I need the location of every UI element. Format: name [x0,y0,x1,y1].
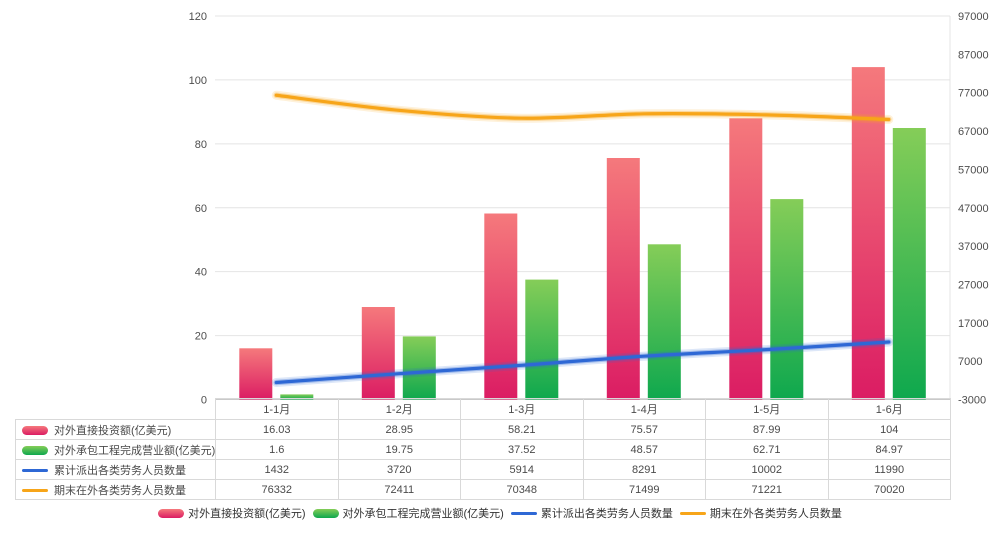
table-cell: 70020 [827,479,951,500]
series-label: 累计派出各类劳务人员数量 [54,464,186,477]
legend-label: 累计派出各类劳务人员数量 [540,508,673,520]
bar-outbound-direct-investment[interactable] [361,307,395,400]
legend-label: 对外直接投资额(亿美元) [188,508,306,520]
right-axis-tick-label: 77000 [958,88,989,100]
chart-data-table: 1-1月 1-2月 1-3月 1-4月 1-5月 1-6月对外直接投资额(亿美元) 16.0… [15,398,951,500]
legend-label: 期末在外各类劳务人员数量 [709,508,842,520]
bar-contracted-projects-revenue[interactable] [892,128,926,400]
combo-chart: 0 20 40 60 80 100 120 -3000 7000 17000 27000 37000 4… [189,11,989,407]
left-axis-tick-label: 100 [189,75,207,87]
legend-swatch-outbound-direct-investment [22,425,48,435]
table-cell: 87.99 [705,419,829,440]
table-month-header: 1-4月 [582,398,706,420]
legend-swatch-workers-abroad-period-end [679,511,706,515]
table-cell: 10002 [705,459,829,480]
series-label: 期末在外各类劳务人员数量 [54,484,186,497]
table-cell: 71221 [705,479,829,500]
table-cell: 5914 [460,459,584,480]
table-month-row: 1-1月 1-2月 1-3月 1-4月 1-5月 1-6月 [16,398,951,420]
left-axis-tick-label: 0 [201,395,207,407]
table-cell: 37.52 [460,439,584,460]
right-axis-tick-label: -3000 [958,395,986,407]
table-row: 对外承包工程完成营业额(亿美元) 1.6 19.75 37.52 48.57 62.71 8… [15,439,951,460]
table-cell: 28.95 [337,419,461,440]
legend-swatch-workers-abroad-period-end [22,488,48,492]
right-axis-tick-label: 37000 [958,241,989,253]
table-cell: 71499 [582,479,706,500]
series-label: 对外承包工程完成营业额(亿美元) [54,444,216,457]
right-axis-tick-label: 47000 [958,203,989,215]
table-cell: 104 [827,419,951,440]
table-month-header: 1-2月 [337,398,461,420]
legend-label: 对外承包工程完成营业额(亿美元) [342,508,504,520]
line-cumulative-dispatched-workers[interactable] [274,340,891,385]
bar-contracted-projects-revenue[interactable] [280,394,314,400]
right-axis-tick-label: 87000 [958,49,989,61]
bar-contracted-projects-revenue[interactable] [525,279,559,400]
legend-item-contracted-projects-revenue[interactable]: 对外承包工程完成营业额(亿美元) [312,505,504,521]
line-workers-abroad-period-end[interactable] [274,93,891,122]
table-month-header: 1-5月 [705,398,829,420]
table-cell: 62.71 [705,439,829,460]
table-cell: 3720 [337,459,461,480]
legend-swatch-contracted-projects-revenue [22,445,48,455]
legend-swatch-contracted-projects-revenue [312,508,339,518]
right-axis-tick-label: 57000 [958,164,989,176]
table-cell: 70348 [460,479,584,500]
table-month-header: 1-6月 [827,398,951,420]
bar-outbound-direct-investment[interactable] [729,118,763,400]
table-row: 累计派出各类劳务人员数量 1432 3720 5914 8291 10002 11990 [15,459,951,480]
table-row-header-cumulative-dispatched-workers: 累计派出各类劳务人员数量 [15,459,216,480]
table-blank-cell [16,399,216,420]
table-cell: 19.75 [337,439,461,460]
right-axis-tick-label: 67000 [958,126,989,138]
left-axis-tick-label: 40 [195,267,207,279]
chart-legend: 对外直接投资额(亿美元) 对外承包工程完成营业额(亿美元) 累计派出各类劳务人员数量… [0,505,1000,521]
table-cell: 75.57 [582,419,706,440]
table-cell: 11990 [827,459,951,480]
legend-item-workers-abroad-period-end[interactable]: 期末在外各类劳务人员数量 [679,505,842,521]
legend-swatch-cumulative-dispatched-workers [510,511,537,515]
left-axis-tick-label: 60 [195,203,207,215]
left-axis-tick-label: 80 [195,139,207,151]
table-cell: 48.57 [582,439,706,460]
table-row-header-workers-abroad-period-end: 期末在外各类劳务人员数量 [15,479,216,500]
table-month-header: 1-3月 [460,398,584,420]
legend-swatch-cumulative-dispatched-workers [22,468,48,472]
left-axis-tick-label: 20 [195,331,207,343]
series-label: 对外直接投资额(亿美元) [54,424,172,437]
bar-contracted-projects-revenue[interactable] [402,336,436,400]
left-axis-tick-label: 120 [189,11,207,23]
table-cell: 1432 [215,459,339,480]
bar-outbound-direct-investment[interactable] [606,158,640,400]
right-axis-tick-label: 27000 [958,279,989,291]
table-row: 对外直接投资额(亿美元) 16.03 28.95 58.21 75.57 87.99 104 [15,419,951,440]
right-axis-tick-label: 97000 [958,11,989,23]
table-row-header-outbound-direct-investment: 对外直接投资额(亿美元) [15,419,216,440]
table-cell: 16.03 [215,419,339,440]
table-cell: 58.21 [460,419,584,440]
table-row-header-contracted-projects-revenue: 对外承包工程完成营业额(亿美元) [15,439,216,460]
table-cell: 76332 [215,479,339,500]
table-month-header: 1-1月 [215,398,339,420]
table-cell: 84.97 [827,439,951,460]
bar-contracted-projects-revenue[interactable] [770,199,804,400]
bar-outbound-direct-investment[interactable] [239,348,273,400]
table-row: 期末在外各类劳务人员数量 76332 72411 70348 71499 71221 700… [15,479,951,500]
legend-swatch-outbound-direct-investment [158,508,185,518]
right-axis-tick-label: 7000 [958,356,982,368]
bar-contracted-projects-revenue[interactable] [647,244,681,400]
right-axis-tick-label: 17000 [958,318,989,330]
legend-item-outbound-direct-investment[interactable]: 对外直接投资额(亿美元) [158,505,306,521]
table-cell: 8291 [582,459,706,480]
table-cell: 1.6 [215,439,339,460]
table-cell: 72411 [337,479,461,500]
legend-item-cumulative-dispatched-workers[interactable]: 累计派出各类劳务人员数量 [510,505,673,521]
